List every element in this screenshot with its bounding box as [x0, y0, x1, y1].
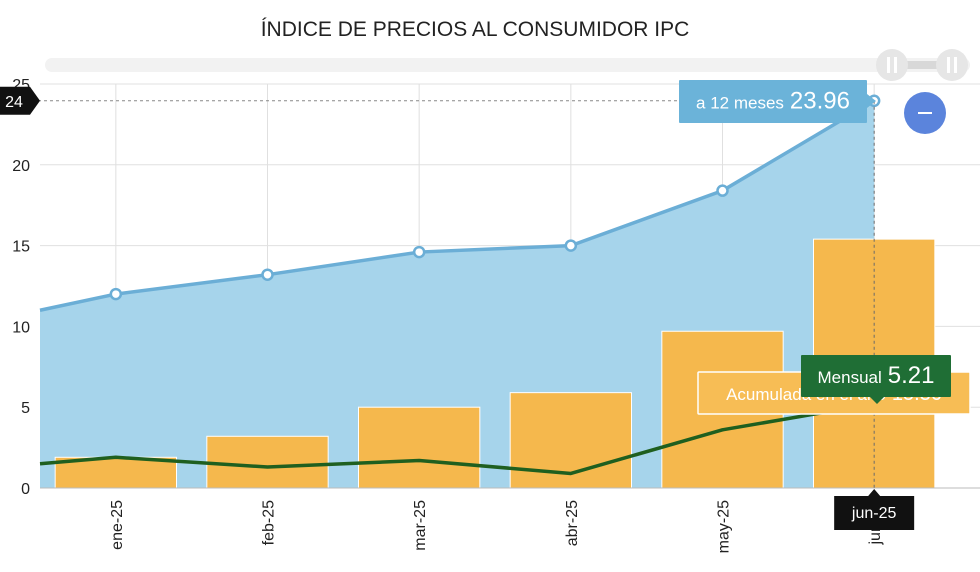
- tooltip-value: 23.96: [790, 88, 850, 115]
- tooltip-a-12-meses: a 12 meses 23.96: [679, 80, 876, 123]
- zoom-out-button[interactable]: [904, 92, 946, 134]
- tooltip-pointer: [867, 94, 876, 108]
- chart-title: ÍNDICE DE PRECIOS AL CONSUMIDOR IPC: [260, 18, 690, 41]
- area-point[interactable]: [109, 287, 123, 301]
- range-navigator[interactable]: [45, 49, 970, 81]
- tooltip-text: Mensual 5.21: [818, 362, 935, 389]
- x-tick-label: mar-25: [412, 500, 429, 551]
- navigator-selection[interactable]: [892, 61, 952, 69]
- x-tick-label: ene-25: [109, 500, 126, 550]
- line-point: [266, 465, 269, 469]
- line-point: [721, 428, 724, 432]
- pause-icon: [887, 57, 897, 73]
- crosshair-x-label: jun-25: [834, 489, 915, 530]
- x-tick-label: abr-25: [564, 500, 581, 546]
- y-tick-label: 0: [21, 481, 30, 498]
- tooltip-pointer: [870, 397, 884, 404]
- area-point[interactable]: [716, 184, 729, 197]
- crosshair-y-label: 24: [0, 86, 40, 115]
- tooltip-value: 5.21: [888, 362, 935, 389]
- tooltip-bg: [679, 80, 867, 123]
- crosshair-y-label-text: 24: [5, 94, 23, 111]
- x-tick-label: may-25: [716, 500, 733, 553]
- x-tick-label: feb-25: [261, 500, 278, 545]
- tooltip-bg: [801, 355, 951, 397]
- bar[interactable]: [358, 406, 481, 489]
- bar[interactable]: [206, 435, 329, 489]
- line-point: [569, 471, 573, 475]
- crosshair-x-label-bg: [834, 489, 915, 530]
- navigator-handle-left[interactable]: [876, 49, 908, 81]
- pause-icon: [947, 57, 957, 73]
- crosshair: 24 jun-25: [0, 86, 915, 530]
- y-tick-label: 10: [12, 319, 30, 336]
- tooltip-text: a 12 meses 23.96: [696, 88, 850, 115]
- tooltip-label: Mensual: [818, 368, 882, 387]
- line-point: [417, 459, 421, 463]
- crosshair-x-label-text: jun-25: [851, 505, 897, 522]
- crosshair-y-label-bg: [0, 86, 40, 115]
- area-point[interactable]: [564, 239, 578, 252]
- navigator-track[interactable]: [45, 58, 970, 72]
- tooltip-label: a 12 meses: [696, 94, 784, 113]
- area-point[interactable]: [261, 268, 274, 281]
- tooltip-mensual: Mensual 5.21: [801, 355, 951, 404]
- y-tick-label: 15: [12, 239, 30, 256]
- minus-icon: [918, 112, 932, 114]
- y-tick-label: 5: [21, 400, 30, 417]
- y-tick-label: 20: [12, 158, 30, 175]
- line-point: [114, 455, 118, 459]
- navigator-handle-right[interactable]: [936, 49, 968, 81]
- area-point[interactable]: [412, 245, 426, 259]
